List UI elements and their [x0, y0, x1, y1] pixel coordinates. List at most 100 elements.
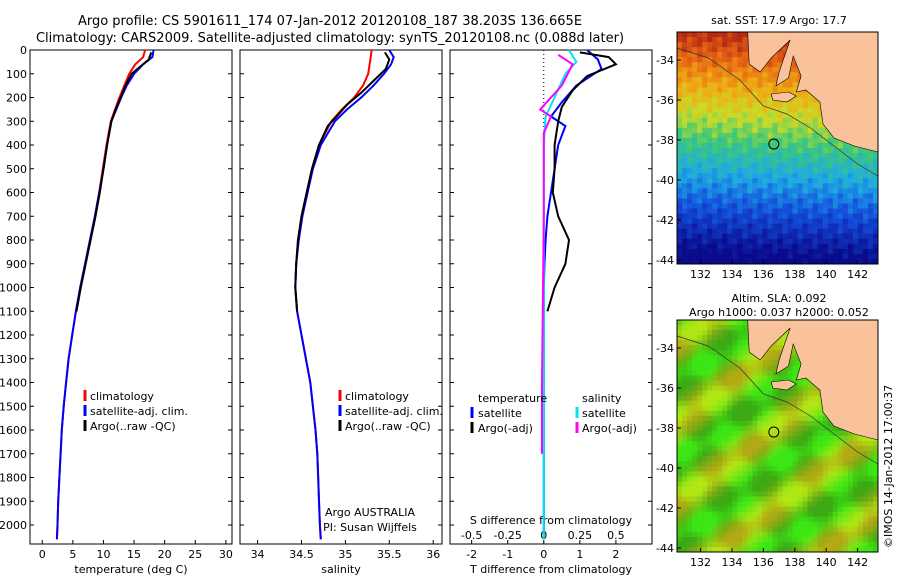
- map-cell: [807, 127, 814, 134]
- map-cell: [732, 193, 738, 199]
- map-cell: [807, 521, 814, 528]
- map-cell: [742, 481, 748, 487]
- map-cell: [677, 395, 683, 402]
- map-cell: [692, 52, 698, 58]
- map-cell: [832, 461, 839, 467]
- map-cell: [792, 127, 799, 134]
- map-cell: [722, 92, 728, 99]
- map-cell: [842, 541, 849, 548]
- map-cell: [772, 425, 779, 432]
- map-cell: [712, 516, 718, 523]
- map-cell: [767, 72, 773, 78]
- map-cell: [742, 390, 748, 397]
- map-cell: [677, 430, 683, 437]
- map-cell: [757, 107, 763, 114]
- map-cell: [712, 325, 718, 331]
- map-cell: [827, 183, 834, 189]
- map-cell: [762, 420, 768, 427]
- map-cell: [817, 198, 824, 204]
- map-cell: [677, 153, 683, 159]
- map-cell: [772, 188, 779, 194]
- map-cell: [677, 178, 683, 184]
- map-cell: [747, 183, 753, 189]
- map-cell: [837, 506, 844, 513]
- map-cell: [712, 238, 718, 245]
- map-cell: [692, 238, 698, 245]
- map-cell: [737, 198, 743, 204]
- map-cell: [687, 132, 693, 139]
- map-cell: [682, 188, 688, 194]
- map-cell: [707, 335, 713, 341]
- map-cell: [732, 178, 738, 184]
- map-cell: [862, 521, 869, 528]
- lat-tick-label: -36: [656, 382, 674, 395]
- legend-label: satellite-adj. clim.: [345, 405, 443, 418]
- map-cell: [687, 112, 693, 119]
- map-cell: [742, 208, 748, 215]
- map-cell: [792, 62, 799, 68]
- map-cell: [687, 67, 693, 73]
- map-cell: [677, 77, 683, 83]
- map-cell: [782, 233, 789, 240]
- map-cell: [737, 188, 743, 194]
- map-cell: [802, 501, 809, 508]
- map-cell: [797, 441, 804, 447]
- map-cell: [722, 238, 728, 245]
- map-cell: [802, 148, 809, 154]
- map-cell: [862, 168, 869, 174]
- map-cell: [687, 228, 693, 235]
- map-cell: [772, 183, 779, 189]
- map-cell: [812, 400, 819, 407]
- map-cell: [722, 466, 728, 472]
- map-cell: [707, 355, 713, 361]
- annotation-line2: PI: Susan Wijffels: [323, 521, 417, 534]
- map-cell: [757, 163, 763, 169]
- map-cell: [677, 228, 683, 235]
- map-cell: [832, 430, 839, 437]
- map-cell: [697, 193, 703, 199]
- map-cell: [742, 405, 748, 412]
- map-cell: [792, 436, 799, 442]
- map-cell: [777, 62, 784, 68]
- map-cell: [777, 481, 784, 487]
- map-cell: [782, 163, 789, 169]
- map-cell: [712, 77, 718, 83]
- map-cell: [712, 117, 718, 124]
- map-cell: [872, 496, 879, 503]
- map-cell: [702, 178, 708, 184]
- map-cell: [762, 173, 768, 179]
- map-cell: [797, 107, 804, 114]
- map-cell: [777, 466, 784, 472]
- map-cell: [737, 67, 743, 73]
- map-cell: [772, 82, 779, 88]
- map-cell: [822, 213, 829, 220]
- map-cell: [872, 516, 879, 523]
- map-cell: [812, 546, 819, 553]
- map-cell: [697, 253, 703, 260]
- map-cell: [732, 52, 738, 58]
- map-cell: [772, 486, 779, 492]
- lat-tick-label: -36: [656, 94, 674, 107]
- map-cell: [702, 92, 708, 99]
- map-cell: [762, 248, 768, 255]
- map-cell: [772, 456, 779, 462]
- map-cell: [792, 243, 799, 250]
- map-cell: [712, 122, 718, 129]
- map-cell: [702, 355, 708, 361]
- map-cell: [802, 238, 809, 245]
- map-cell: [717, 32, 723, 38]
- map-cell: [707, 253, 713, 260]
- map-cell: [762, 87, 768, 94]
- map-cell: [727, 531, 733, 538]
- map-cell: [732, 87, 738, 94]
- map-cell: [822, 486, 829, 492]
- map-cell: [867, 476, 874, 482]
- map-cell: [867, 208, 874, 215]
- map-cell: [847, 228, 854, 235]
- map-cell: [697, 486, 703, 492]
- map-cell: [737, 52, 743, 58]
- map-cell: [777, 148, 784, 154]
- map-cell: [687, 491, 693, 498]
- map-cell: [747, 132, 753, 139]
